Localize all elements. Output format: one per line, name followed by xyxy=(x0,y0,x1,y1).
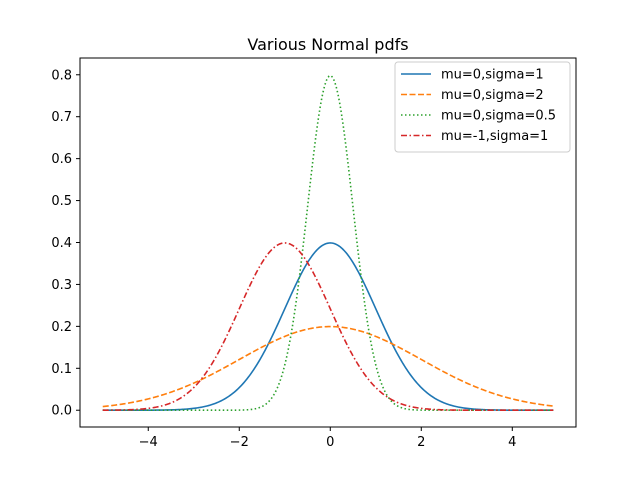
x-tick-label: −2 xyxy=(230,435,249,450)
x-tick-label: −4 xyxy=(139,435,158,450)
y-tick-label: 0.1 xyxy=(51,362,72,377)
x-axis: −4 −2 0 2 4 xyxy=(139,427,516,450)
series-line-1 xyxy=(102,325,554,408)
x-tick-label: 0 xyxy=(326,435,334,450)
legend-label-1: mu=0,sigma=2 xyxy=(441,88,544,103)
series-line-3 xyxy=(102,242,554,412)
y-tick-label: 0.2 xyxy=(51,320,72,335)
legend: mu=0,sigma=1 mu=0,sigma=2 mu=0,sigma=0.5 mu… xyxy=(394,61,571,153)
x-tick-label: 2 xyxy=(417,435,425,450)
y-tick-label: 0.5 xyxy=(51,194,72,209)
y-tick-label: 0.4 xyxy=(51,236,72,251)
y-tick-label: 0.7 xyxy=(51,110,72,125)
y-axis: 0.0 0.1 0.2 0.3 0.4 0.5 0.6 0.7 0.8 xyxy=(51,68,80,419)
x-tick-label: 4 xyxy=(508,435,516,450)
series-line-0 xyxy=(102,242,554,412)
y-tick-label: 0.8 xyxy=(51,68,72,83)
legend-box xyxy=(394,61,571,153)
y-tick-label: 0.3 xyxy=(51,278,72,293)
legend-label-2: mu=0,sigma=0.5 xyxy=(441,109,556,124)
legend-label-3: mu=-1,sigma=1 xyxy=(441,129,548,144)
legend-label-0: mu=0,sigma=1 xyxy=(441,68,544,83)
series-layer xyxy=(102,74,554,412)
chart-title: Various Normal pdfs xyxy=(247,35,408,54)
y-tick-label: 0.0 xyxy=(51,404,72,419)
y-tick-label: 0.6 xyxy=(51,152,72,167)
